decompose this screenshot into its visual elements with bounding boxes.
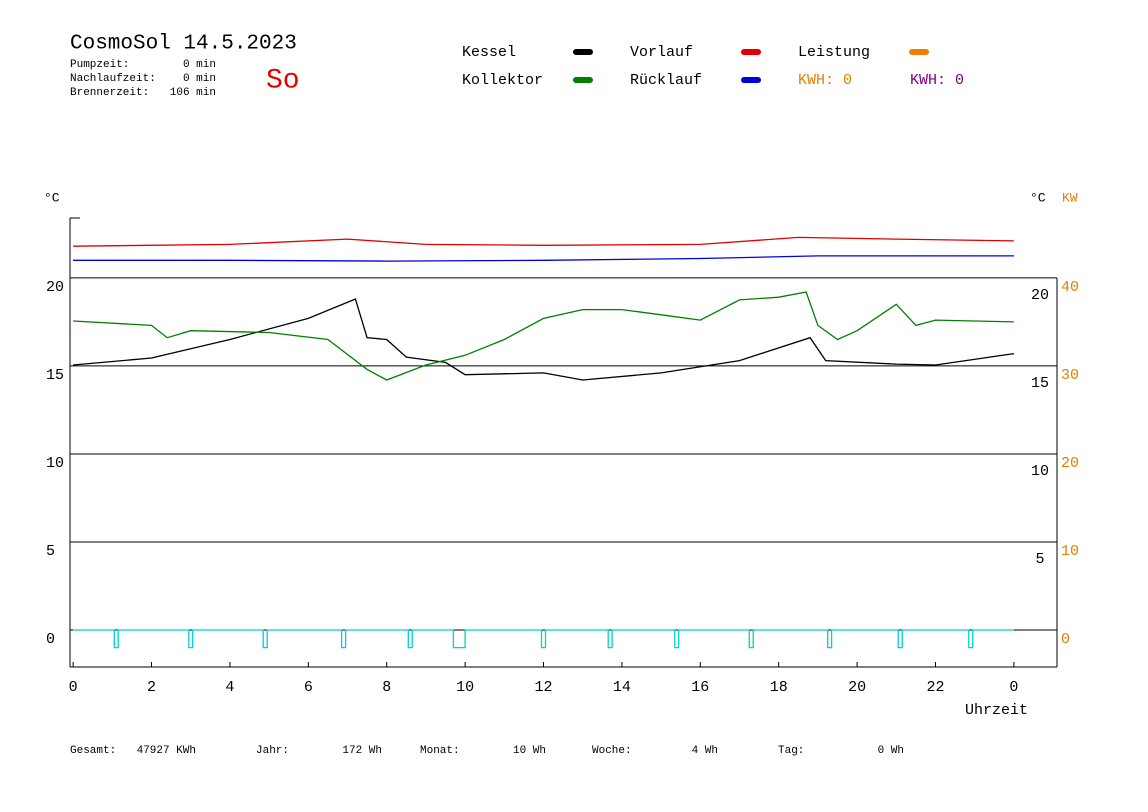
x-tick-label: 16 [691, 679, 709, 696]
kwh-label: KWH: 0 [798, 72, 852, 89]
total-label: Monat: [420, 745, 460, 757]
stat-label: Nachlaufzeit: [70, 73, 156, 85]
y2-tick-label: 10 [1061, 543, 1079, 560]
x-tick-label: 18 [770, 679, 788, 696]
x-axis-label: Uhrzeit [965, 702, 1028, 719]
series-line [73, 236, 1014, 247]
stat-value: 0 min [183, 73, 216, 85]
stat-value: 0 min [183, 59, 216, 71]
x-tick-label: 10 [456, 679, 474, 696]
total-value: 47927 KWh [137, 745, 196, 757]
legend-label: Vorlauf [630, 44, 693, 61]
x-tick-label: 0 [1009, 679, 1018, 696]
total-label: Woche: [592, 745, 632, 757]
total-value: 0 Wh [878, 745, 904, 757]
y-right-tick-label: 5 [1035, 551, 1044, 568]
series-line [73, 629, 1014, 649]
y2-tick-label: 0 [1061, 631, 1070, 648]
x-tick-label: 22 [926, 679, 944, 696]
y2-tick-label: 20 [1061, 455, 1079, 472]
y2-tick-label: 40 [1061, 279, 1079, 296]
y-tick-label: 10 [46, 455, 64, 472]
x-tick-label: 20 [848, 679, 866, 696]
y-axis-label: °C [44, 190, 60, 205]
y2-axis-label: KW [1062, 190, 1078, 205]
stat-label: Pumpzeit: [70, 59, 129, 71]
total-value: 172 Wh [342, 745, 382, 757]
kwh-label: KWH: 0 [910, 72, 964, 89]
day-label: So [266, 65, 300, 96]
x-tick-label: 8 [382, 679, 391, 696]
y-right-tick-label: 20 [1031, 287, 1049, 304]
y2-axis-label-c: °C [1030, 190, 1046, 205]
series-line [73, 291, 1014, 381]
x-tick-label: 2 [147, 679, 156, 696]
stat-value: 106 min [170, 87, 216, 99]
x-tick-label: 4 [225, 679, 234, 696]
legend-label: Kessel [462, 44, 516, 61]
y-tick-label: 5 [46, 543, 55, 560]
stat-label: Brennerzeit: [70, 87, 149, 99]
y-tick-label: 15 [46, 367, 64, 384]
x-tick-label: 12 [535, 679, 553, 696]
y-tick-label: 0 [46, 631, 55, 648]
y-right-tick-label: 15 [1031, 375, 1049, 392]
y-right-tick-label: 10 [1031, 463, 1049, 480]
x-tick-label: 6 [304, 679, 313, 696]
total-label: Tag: [778, 745, 804, 757]
legend-label: Kollektor [462, 72, 543, 89]
total-value: 4 Wh [692, 745, 718, 757]
chart-title: CosmoSol 14.5.2023 [70, 33, 297, 56]
series-line [73, 255, 1014, 262]
series-line [73, 298, 1014, 381]
total-label: Gesamt: [70, 745, 116, 757]
legend-label: Leistung [798, 44, 870, 61]
y2-tick-label: 30 [1061, 367, 1079, 384]
legend-label: Rücklauf [630, 72, 702, 89]
total-label: Jahr: [256, 745, 289, 757]
y-tick-label: 20 [46, 279, 64, 296]
x-tick-label: 14 [613, 679, 631, 696]
total-value: 10 Wh [513, 745, 546, 757]
x-tick-label: 0 [69, 679, 78, 696]
